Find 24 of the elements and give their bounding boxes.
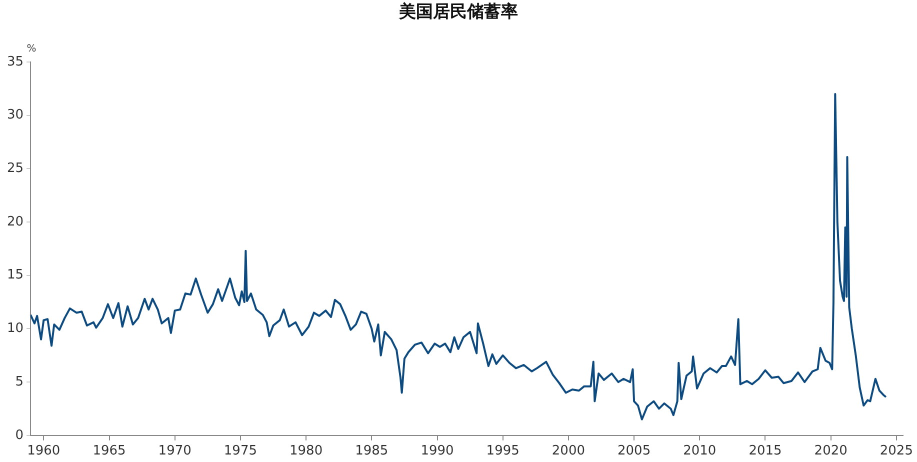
y-tick-label: 15 — [6, 268, 24, 283]
x-tick-label: 2025 — [880, 444, 913, 459]
x-tick-label: 1965 — [92, 444, 126, 459]
x-tick-label: 1995 — [486, 444, 520, 459]
y-tick-label: 30 — [6, 108, 24, 123]
x-tick-label: 1960 — [27, 444, 60, 459]
x-tick-label: 2000 — [552, 444, 585, 459]
y-axis-title: % — [26, 44, 36, 55]
x-tick-label: 1985 — [355, 444, 388, 459]
x-tick-label: 1990 — [420, 444, 454, 459]
x-tick-label: 2020 — [814, 444, 848, 459]
x-tick-label: 2010 — [683, 444, 716, 459]
chart-title: 美国居民储蓄率 — [398, 1, 519, 24]
x-tick-label: 1975 — [224, 444, 258, 459]
y-tick-label: 0 — [15, 428, 24, 443]
y-tick-label: 10 — [6, 321, 24, 336]
x-tick-label: 2015 — [748, 444, 782, 459]
y-tick-label: 35 — [6, 54, 24, 70]
x-tick-label: 2005 — [618, 444, 651, 459]
y-tick-label: 20 — [6, 214, 24, 230]
x-tick-label: 1970 — [158, 444, 192, 459]
y-tick-label: 25 — [6, 161, 24, 176]
y-tick-label: 5 — [15, 374, 24, 390]
x-tick-label: 1980 — [290, 444, 323, 459]
